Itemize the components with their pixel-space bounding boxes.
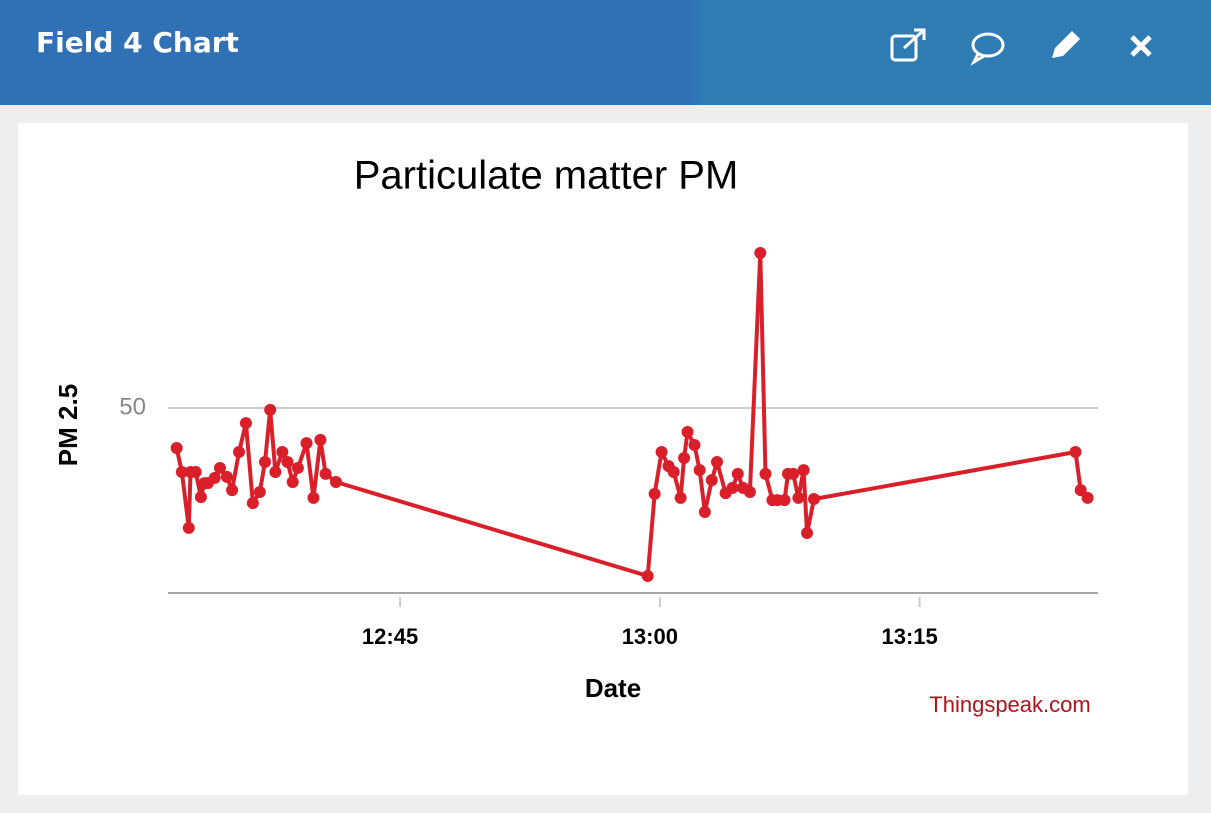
data-line (174, 250, 1090, 578)
data-point (1081, 491, 1094, 504)
y-axis-label: PM 2.5 (53, 384, 83, 466)
data-point (688, 439, 701, 451)
data-point (754, 246, 767, 259)
x-tick-label: 13:15 (881, 624, 937, 649)
data-point (291, 461, 304, 474)
data-point (233, 446, 246, 459)
data-point (698, 505, 711, 518)
data-point (239, 417, 252, 430)
data-point (182, 521, 195, 534)
data-point (705, 474, 718, 487)
data-point (269, 466, 282, 479)
data-point (226, 484, 239, 497)
data-point (1069, 446, 1082, 459)
x-tick-label: 12:45 (362, 624, 418, 649)
data-point (281, 456, 294, 469)
close-icon[interactable] (1130, 35, 1152, 57)
data-point (264, 403, 277, 416)
data-point (667, 466, 680, 479)
data-point (170, 441, 183, 454)
data-point (648, 487, 661, 500)
chart-title: Particulate matter PM (354, 154, 739, 198)
data-point (743, 485, 756, 498)
y-tick-label: 50 (119, 393, 146, 420)
data-point (276, 446, 289, 459)
data-point (314, 433, 327, 446)
data-point (300, 437, 313, 450)
data-point (1074, 484, 1087, 497)
data-point (220, 470, 233, 483)
data-point (778, 494, 791, 507)
comment-icon[interactable] (970, 32, 1005, 66)
data-point (792, 491, 805, 504)
chart-panel (18, 123, 1188, 795)
data-point (655, 446, 668, 459)
data-point (258, 456, 271, 469)
data-point (329, 476, 342, 488)
data-point (801, 527, 814, 540)
data-point (731, 467, 744, 480)
data-point (787, 467, 800, 480)
data-point (710, 456, 723, 469)
data-point (194, 491, 207, 504)
data-point (208, 471, 221, 484)
data-point (693, 464, 706, 477)
data-point (319, 467, 332, 480)
data-point (726, 481, 739, 494)
header-title: Field 4 Chart (36, 26, 239, 59)
header-icons (890, 28, 1152, 66)
watermark: Thingspeak.com (929, 692, 1090, 717)
data-point (189, 466, 202, 479)
data-point (759, 467, 772, 480)
data-point (807, 493, 820, 506)
edit-icon[interactable] (1052, 31, 1080, 58)
open-icon[interactable] (890, 28, 926, 62)
data-point (213, 461, 226, 474)
data-point (797, 464, 810, 477)
data-point (674, 491, 687, 504)
data-point (681, 426, 694, 439)
header: Field 4 Chart (0, 0, 1211, 105)
x-axis-label: Date (585, 673, 641, 703)
data-point (678, 451, 691, 464)
data-point (307, 491, 320, 504)
data-point (246, 497, 259, 510)
data-point (641, 569, 654, 582)
x-tick-label: 13:00 (622, 624, 678, 649)
data-point (175, 466, 188, 479)
data-point (253, 485, 266, 498)
data-point (286, 476, 299, 488)
